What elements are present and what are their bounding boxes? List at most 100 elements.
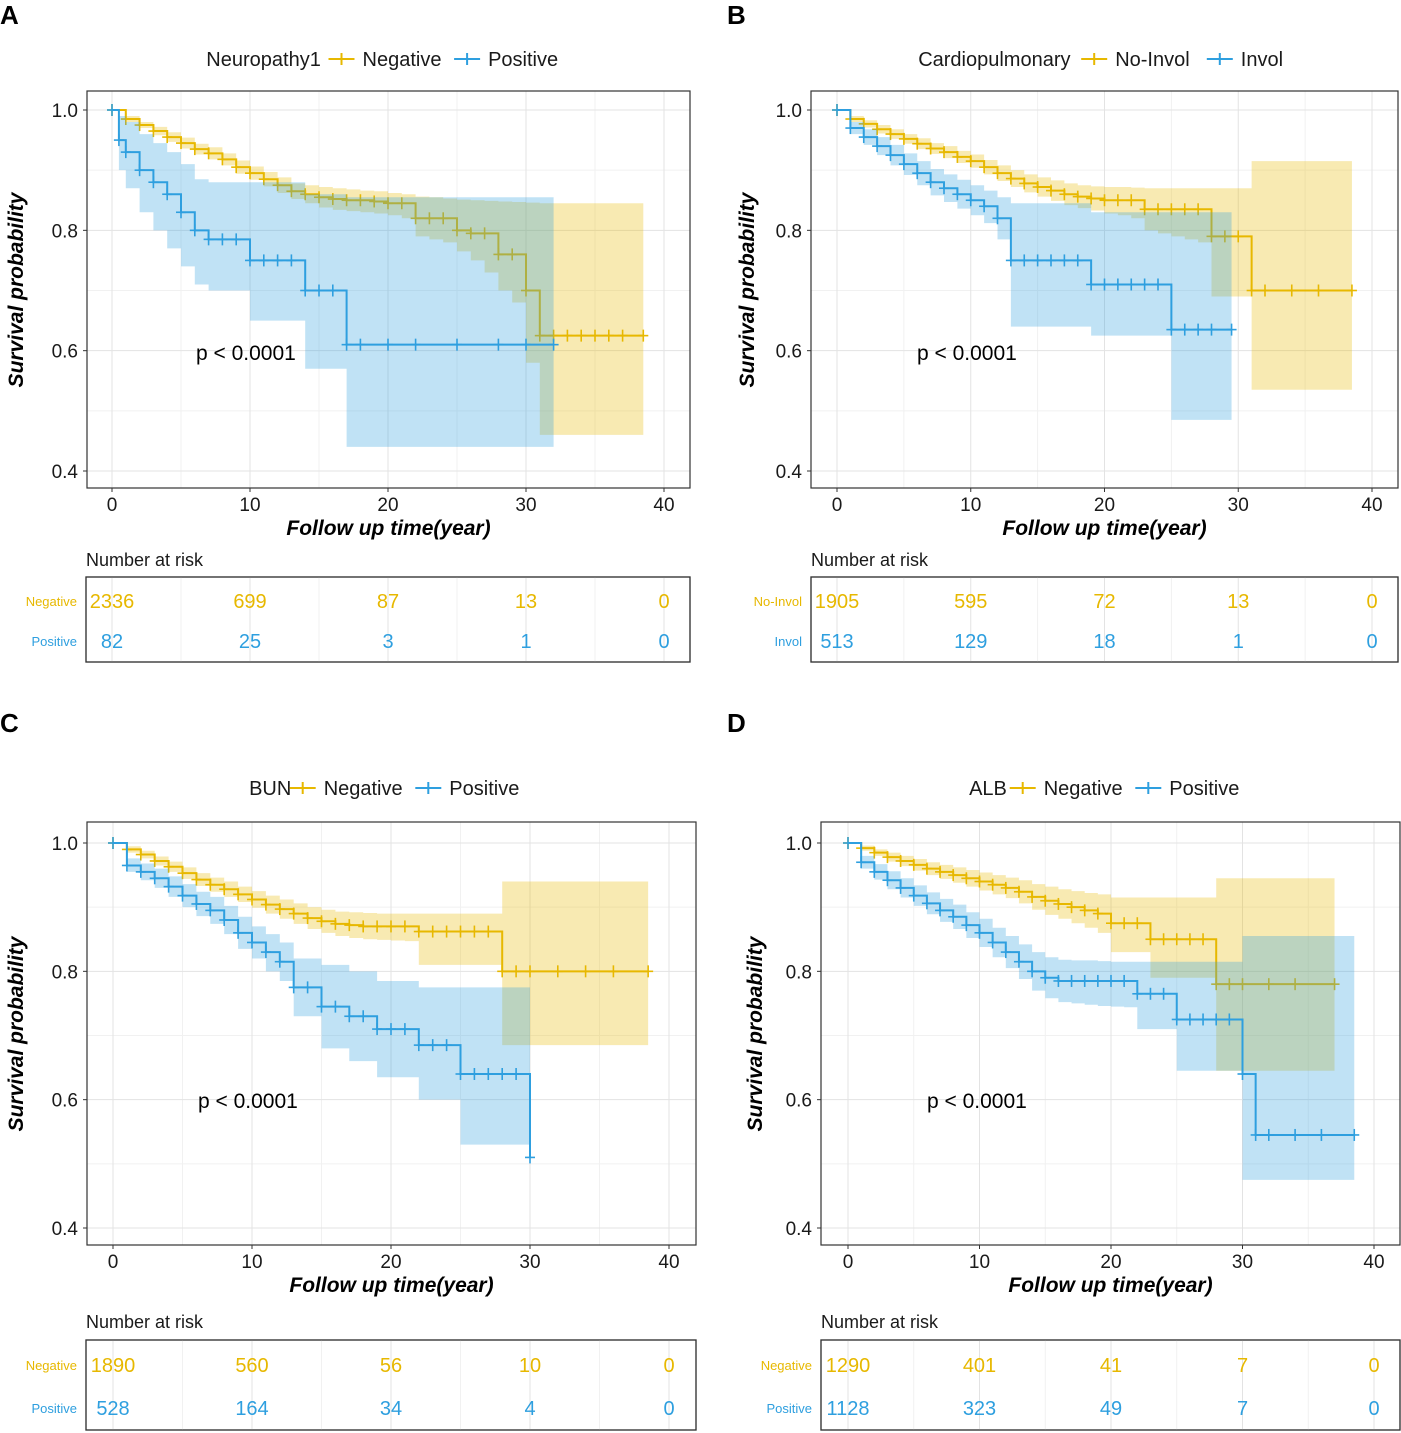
censor-mark [1099, 278, 1110, 291]
censor-mark [1072, 190, 1083, 203]
censor-mark [925, 142, 936, 155]
censor-mark [507, 248, 518, 261]
risk-row-label: Negative [26, 1358, 77, 1373]
censor-mark [108, 837, 118, 849]
censor-mark [247, 893, 257, 906]
censor-mark [233, 926, 244, 939]
risk-value: 0 [663, 1398, 674, 1420]
censor-mark [511, 1068, 522, 1080]
censor-mark [479, 227, 490, 240]
censor-mark [858, 131, 869, 144]
censor-mark [1250, 1128, 1261, 1141]
x-tick-label: 20 [380, 1252, 401, 1273]
x-tick-label: 30 [1232, 1252, 1253, 1273]
censor-mark [134, 119, 145, 132]
y-tick-label: 0.4 [52, 1219, 79, 1240]
censor-mark [1158, 933, 1169, 946]
censor-mark [908, 889, 919, 902]
censor-mark [511, 965, 522, 978]
censor-mark [562, 329, 573, 342]
censor-mark [272, 179, 283, 192]
censor-mark [521, 338, 531, 351]
censor-mark [1013, 885, 1024, 898]
censor-mark [231, 161, 242, 174]
censor-mark [1066, 974, 1077, 987]
y-axis-title: Survival probability [5, 191, 28, 387]
censor-mark [272, 254, 283, 267]
censor-mark [396, 197, 407, 210]
censor-mark [1053, 897, 1064, 910]
risk-value: 1 [1233, 631, 1244, 653]
censor-mark [1193, 203, 1204, 216]
censor-mark [898, 158, 909, 171]
censor-mark [1000, 881, 1011, 894]
legend-label-2: Positive [1169, 778, 1239, 800]
censor-mark [525, 965, 535, 978]
censor-mark [274, 955, 285, 968]
censor-mark [1040, 971, 1051, 984]
risk-value: 87 [377, 591, 399, 613]
y-tick-label: 0.6 [52, 1091, 78, 1112]
censor-mark [1263, 978, 1274, 991]
plot-area [87, 91, 690, 488]
y-axis-title: Survival probability [5, 935, 28, 1131]
risk-row-label: Negative [26, 594, 77, 609]
x-tick-label: 30 [519, 1252, 540, 1273]
censor-mark [912, 137, 923, 150]
censor-mark [1346, 284, 1357, 297]
censor-mark [1092, 907, 1103, 920]
legend: Neuropathy1 Negative Positive [206, 49, 558, 71]
legend-label-2: Positive [488, 49, 558, 71]
censor-mark [413, 925, 424, 938]
censor-mark [176, 206, 186, 219]
censor-mark [1219, 230, 1230, 243]
series-negative [108, 837, 654, 1046]
censor-mark [1126, 194, 1137, 207]
censor-mark [974, 926, 985, 939]
censor-mark [205, 878, 216, 891]
censor-mark [341, 338, 352, 351]
censor-mark [948, 910, 959, 923]
x-tick-label: 10 [241, 1252, 262, 1273]
censor-mark [608, 965, 619, 978]
censor-mark [358, 920, 369, 933]
censor-mark [1237, 1068, 1248, 1080]
censor-mark [521, 284, 531, 297]
risk-value: 72 [1093, 591, 1115, 613]
censor-mark [882, 874, 893, 887]
censor-mark [344, 919, 355, 932]
censor-mark [548, 338, 559, 351]
censor-mark [189, 143, 200, 156]
censor-mark [925, 176, 936, 189]
censor-mark [987, 936, 998, 949]
censor-mark [330, 917, 341, 930]
censor-mark [1224, 978, 1235, 991]
censor-mark [576, 329, 587, 342]
series-negative [107, 104, 649, 435]
censor-mark [177, 867, 188, 880]
censor-mark [921, 862, 932, 875]
censor-mark [355, 194, 366, 207]
censor-mark [1132, 987, 1143, 1000]
legend-title: Cardiopulmonary [918, 49, 1070, 71]
censor-mark [135, 865, 146, 878]
censor-mark [162, 131, 173, 144]
legend-key-1 [1009, 782, 1036, 794]
risk-row-label: Positive [31, 634, 77, 649]
censor-mark [992, 167, 1003, 180]
panel-d: D ALB Negative Positive 0.4 0.6 0.8 1.0 0 10 20 30 4… [727, 708, 1401, 1431]
risk-value: 401 [963, 1355, 996, 1377]
censor-mark [908, 858, 919, 871]
legend-label-2: Invol [1241, 49, 1283, 71]
censor-mark [1106, 917, 1116, 930]
censor-mark [603, 329, 614, 342]
legend-label-2: Positive [449, 778, 519, 800]
risk-value: 82 [101, 631, 123, 653]
censor-mark [314, 191, 324, 204]
censor-mark [1211, 1013, 1222, 1026]
series-positive [107, 104, 559, 447]
censor-mark [113, 134, 124, 147]
censor-mark [869, 865, 880, 878]
x-axis-title: Follow up time(year) [1002, 517, 1206, 540]
censor-mark [135, 848, 146, 861]
